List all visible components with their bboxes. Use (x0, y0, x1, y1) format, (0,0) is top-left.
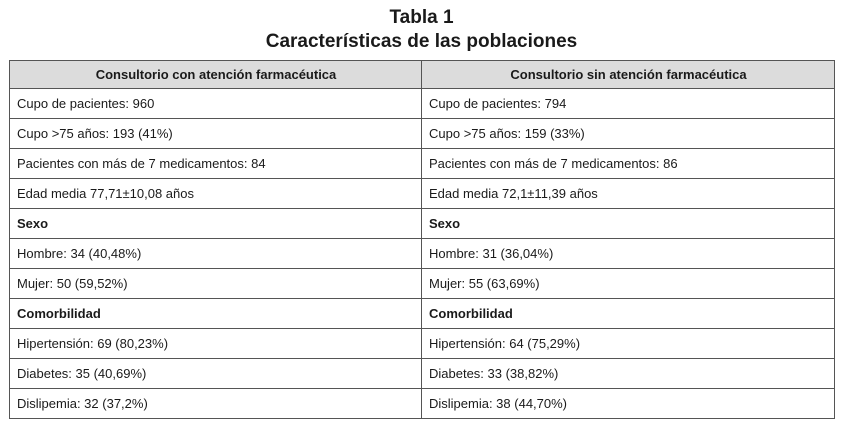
column-header-with-pharmaceutical-care: Consultorio con atención farmacéutica (9, 60, 422, 89)
table-number: Tabla 1 (389, 7, 454, 28)
table-cell: Edad media 72,1±11,39 años (421, 178, 835, 209)
table-cell: Edad media 77,71±10,08 años (9, 178, 422, 209)
table-cell: Diabetes: 33 (38,82%) (421, 358, 835, 389)
table-row: Cupo de pacientes: 960 Cupo de pacientes… (9, 88, 835, 119)
table-cell: Mujer: 55 (63,69%) (421, 268, 835, 299)
table-cell: Pacientes con más de 7 medicamentos: 86 (421, 148, 835, 179)
table-cell: Cupo de pacientes: 960 (9, 88, 422, 119)
table-cell: Hombre: 31 (36,04%) (421, 238, 835, 269)
section-row-comorbilidad: Comorbilidad Comorbilidad (9, 298, 835, 329)
section-row-sexo: Sexo Sexo (9, 208, 835, 239)
table-header-row: Consultorio con atención farmacéutica Co… (9, 60, 835, 89)
table-cell: Cupo de pacientes: 794 (421, 88, 835, 119)
section-heading: Comorbilidad (421, 298, 835, 329)
table-cell: Pacientes con más de 7 medicamentos: 84 (9, 148, 422, 179)
table-row: Hombre: 34 (40,48%) Hombre: 31 (36,04%) (9, 238, 835, 269)
table-row: Cupo >75 años: 193 (41%) Cupo >75 años: … (9, 118, 835, 149)
table-row: Edad media 77,71±10,08 años Edad media 7… (9, 178, 835, 209)
table-caption: Tabla 1 Características de las poblacion… (0, 6, 843, 54)
table-cell: Cupo >75 años: 193 (41%) (9, 118, 422, 149)
table-cell: Hipertensión: 69 (80,23%) (9, 328, 422, 359)
table-cell: Hipertensión: 64 (75,29%) (421, 328, 835, 359)
table-cell: Mujer: 50 (59,52%) (9, 268, 422, 299)
table-cell: Diabetes: 35 (40,69%) (9, 358, 422, 389)
table-title: Características de las poblaciones (265, 31, 578, 52)
population-characteristics-table: Consultorio con atención farmacéutica Co… (9, 60, 835, 419)
section-heading: Sexo (9, 208, 422, 239)
section-heading: Sexo (421, 208, 835, 239)
table-row: Pacientes con más de 7 medicamentos: 84 … (9, 148, 835, 179)
section-heading: Comorbilidad (9, 298, 422, 329)
table-row: Mujer: 50 (59,52%) Mujer: 55 (63,69%) (9, 268, 835, 299)
table-cell: Dislipemia: 38 (44,70%) (421, 388, 835, 419)
column-header-without-pharmaceutical-care: Consultorio sin atención farmacéutica (421, 60, 835, 89)
table-row: Diabetes: 35 (40,69%) Diabetes: 33 (38,8… (9, 358, 835, 389)
table-cell: Hombre: 34 (40,48%) (9, 238, 422, 269)
table-row: Dislipemia: 32 (37,2%) Dislipemia: 38 (4… (9, 388, 835, 419)
table-row: Hipertensión: 69 (80,23%) Hipertensión: … (9, 328, 835, 359)
table-cell: Cupo >75 años: 159 (33%) (421, 118, 835, 149)
table-cell: Dislipemia: 32 (37,2%) (9, 388, 422, 419)
